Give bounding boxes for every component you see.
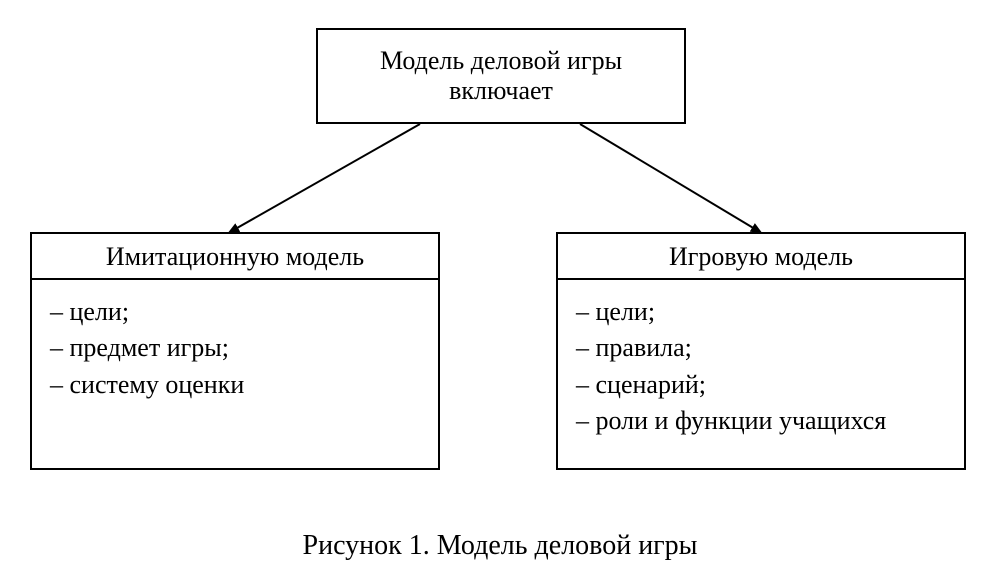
child-node-item: – правила; bbox=[576, 330, 950, 366]
child-node-item: – сценарий; bbox=[576, 367, 950, 403]
child-node-header: Имитационную модель bbox=[32, 234, 438, 280]
child-node: Игровую модель– цели;– правила;– сценари… bbox=[556, 232, 966, 470]
child-node-item: – цели; bbox=[50, 294, 424, 330]
root-node-line: Модель деловой игры bbox=[380, 46, 622, 76]
child-node-item: – цели; bbox=[576, 294, 950, 330]
child-node-item: – роли и функции учащихся bbox=[576, 403, 950, 439]
child-node-item: – предмет игры; bbox=[50, 330, 424, 366]
arrow-connector bbox=[230, 124, 420, 232]
figure-caption: Рисунок 1. Модель деловой игры bbox=[0, 530, 1000, 562]
root-node-line: включает bbox=[449, 76, 553, 106]
child-node-body: – цели;– правила;– сценарий;– роли и фун… bbox=[558, 280, 964, 454]
root-node: Модель деловой игрывключает bbox=[316, 28, 686, 124]
child-node-header: Игровую модель bbox=[558, 234, 964, 280]
child-node: Имитационную модель– цели;– предмет игры… bbox=[30, 232, 440, 470]
child-node-item: – систему оценки bbox=[50, 367, 424, 403]
arrow-connector bbox=[580, 124, 760, 232]
child-node-body: – цели;– предмет игры;– систему оценки bbox=[32, 280, 438, 417]
